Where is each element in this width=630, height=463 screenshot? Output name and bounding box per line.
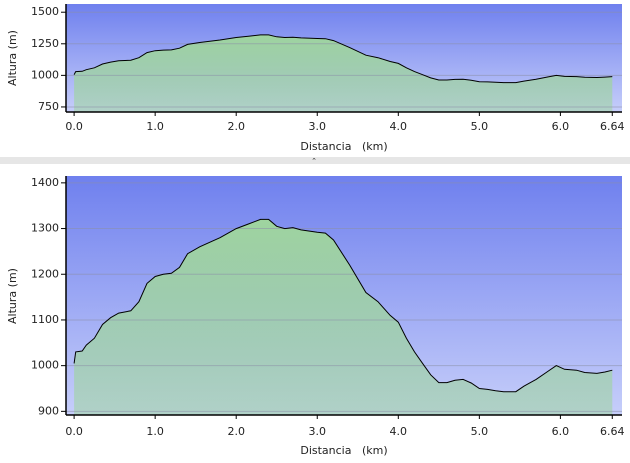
x-tick-label: 2.0 <box>227 120 245 133</box>
x-tick-label: 5.0 <box>471 120 489 133</box>
area <box>74 34 613 112</box>
y-tick-label: 1300 <box>31 222 59 235</box>
y-tick-label: 1400 <box>31 176 59 189</box>
x-tick-label: 0.0 <box>65 120 83 133</box>
x-axis-label: Distancia (km) <box>300 140 387 153</box>
x-tick-label: 0.0 <box>65 425 83 438</box>
y-tick-label: 750 <box>38 100 59 113</box>
y-axis-label: Altura (m) <box>6 30 19 86</box>
y-tick-label: 1000 <box>31 359 59 372</box>
x-tick-label: 5.0 <box>471 425 489 438</box>
x-tick-label: 6.64 <box>600 120 625 133</box>
x-tick-label: 1.0 <box>146 425 164 438</box>
x-tick-label: 6.64 <box>600 425 625 438</box>
splitter-grip[interactable]: ⌃ <box>311 157 317 165</box>
y-tick-label: 1500 <box>31 5 59 18</box>
x-axis-label: Distancia (km) <box>300 444 387 457</box>
y-tick-label: 1250 <box>31 37 59 50</box>
x-tick-label: 6.0 <box>552 120 570 133</box>
y-tick-label: 900 <box>38 404 59 417</box>
x-tick-label: 2.0 <box>227 425 245 438</box>
x-tick-label: 4.0 <box>390 425 408 438</box>
x-tick-label: 6.0 <box>552 425 570 438</box>
splitter[interactable] <box>0 157 630 164</box>
y-tick-label: 1100 <box>31 313 59 326</box>
y-tick-label: 1200 <box>31 267 59 280</box>
profile-line <box>73 34 613 84</box>
x-tick-label: 1.0 <box>146 120 164 133</box>
y-tick-label: 1000 <box>31 68 59 81</box>
x-tick-label: 3.0 <box>309 120 327 133</box>
profile-line <box>73 218 613 393</box>
x-tick-label: 3.0 <box>309 425 327 438</box>
y-axis-label: Altura (m) <box>6 268 19 324</box>
x-tick-label: 4.0 <box>390 120 408 133</box>
